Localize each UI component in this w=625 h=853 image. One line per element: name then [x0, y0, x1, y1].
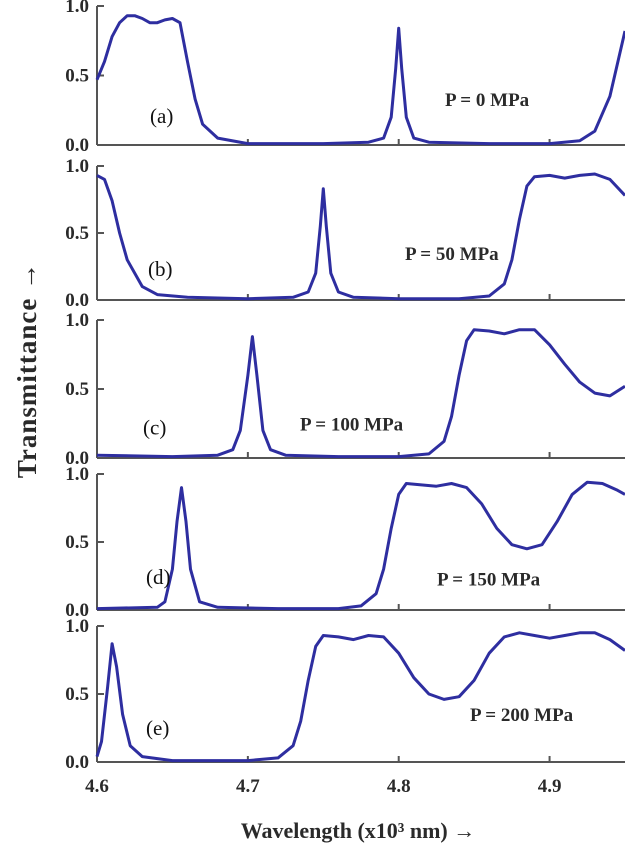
panel-label: (a)	[150, 104, 173, 128]
panel-a: 0.0 0.5 1.0 (a) P = 0 MPa	[65, 0, 625, 156]
pressure-label: P = 100 MPa	[300, 414, 404, 435]
y-tick-label: 0.0	[65, 600, 89, 621]
y-tick-label: 0.5	[65, 532, 89, 553]
pressure-label: P = 200 MPa	[470, 705, 574, 726]
pressure-label: P = 0 MPa	[445, 90, 530, 111]
y-tick-label: 1.0	[65, 464, 89, 485]
pressure-label: P = 50 MPa	[405, 244, 499, 265]
y-tick-label: 1.0	[65, 0, 89, 17]
pressure-label: P = 150 MPa	[437, 570, 541, 591]
y-tick-label: 0.0	[65, 290, 89, 311]
panel-label: (e)	[146, 716, 169, 740]
x-tick-label: 4.9	[538, 776, 562, 797]
transmittance-curve	[96, 328, 625, 459]
y-tick-label: 1.0	[65, 156, 89, 177]
panel-d: 0.0 0.5 1.0 (d) P = 150 MPa	[65, 464, 625, 621]
panel-label: (d)	[146, 565, 171, 589]
x-tick-label: 4.7	[236, 776, 260, 797]
panel-label: (c)	[143, 416, 166, 440]
panel-e: 0.0 0.5 1.0 (e) P = 200 MPa	[65, 616, 625, 773]
y-tick-label: 0.0	[65, 752, 89, 773]
panel-c: 0.0 0.5 1.0 (c) P = 100 MPa	[65, 310, 625, 469]
x-tick-label: 4.6	[85, 776, 109, 797]
x-tick-labels: 4.6 4.7 4.8 4.9	[85, 776, 561, 797]
transmittance-curve	[96, 480, 625, 611]
y-axis-title: Transmittance →	[12, 262, 42, 478]
x-axis-title: Wavelength (x10³ nm) →	[241, 818, 476, 843]
transmittance-curve	[96, 172, 625, 301]
y-tick-label: 0.5	[65, 66, 89, 87]
panels-group: 0.0 0.5 1.0 (a) P = 0 MPa 0.0 0.5 1.0 (b) P = 50 …	[65, 0, 625, 773]
transmittance-curve	[95, 631, 625, 763]
y-tick-label: 0.5	[65, 379, 89, 400]
y-tick-label: 0.0	[65, 135, 89, 156]
panel-b: 0.0 0.5 1.0 (b) P = 50 MPa	[65, 156, 625, 311]
y-tick-label: 0.5	[65, 684, 89, 705]
y-tick-label: 1.0	[65, 616, 89, 637]
x-tick-label: 4.8	[387, 776, 411, 797]
panel-label: (b)	[148, 257, 173, 281]
y-tick-label: 1.0	[65, 310, 89, 331]
transmittance-curve	[95, 14, 625, 146]
y-tick-label: 0.5	[65, 223, 89, 244]
y-tick-label: 0.0	[65, 448, 89, 469]
